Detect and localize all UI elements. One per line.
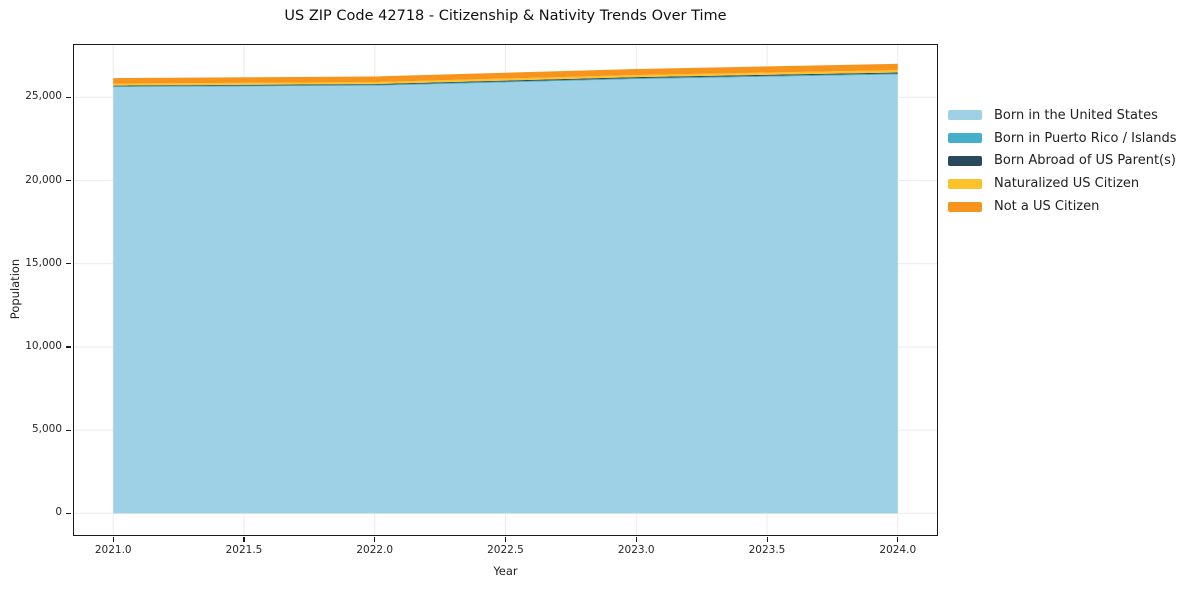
x-tick-label: 2022.0 — [356, 544, 394, 556]
legend-label: Born Abroad of US Parent(s) — [994, 153, 1176, 169]
x-tick-label: 2021.0 — [94, 544, 132, 556]
area-naturalized-us-citizen — [112, 69, 898, 86]
x-tick-label: 2021.5 — [225, 544, 263, 556]
y-tick-mark — [66, 429, 71, 431]
y-tick-label: 25,000 — [25, 90, 62, 103]
legend-swatch-icon — [948, 133, 982, 144]
area-born-in-the-united-states — [112, 73, 898, 513]
y-tick-label: 15,000 — [25, 256, 62, 269]
y-axis-label: Population — [8, 258, 22, 320]
x-tick-mark — [505, 536, 507, 542]
legend-swatch-icon — [948, 201, 982, 212]
stacked-area-chart — [73, 44, 937, 535]
legend-swatch-icon — [948, 155, 982, 166]
chart-title: US ZIP Code 42718 - Citizenship & Nativi… — [284, 8, 727, 24]
y-tick-label: 20,000 — [25, 173, 62, 186]
x-tick-mark — [112, 536, 114, 542]
y-tick-mark — [66, 96, 71, 99]
x-tick-label: 2024.0 — [879, 544, 917, 556]
x-tick-mark — [374, 536, 376, 542]
legend-item-naturalized-us-citizen: Naturalized US Citizen — [948, 172, 1177, 195]
y-tick-mark — [66, 346, 71, 348]
y-tick-mark — [66, 263, 71, 265]
legend-item-born-abroad-of-us-parent-s: Born Abroad of US Parent(s) — [948, 150, 1177, 173]
x-tick-mark — [243, 536, 245, 542]
y-tick-label: 0 — [55, 506, 62, 519]
y-tick-label: 5,000 — [31, 423, 62, 436]
x-axis-label: Year — [493, 564, 518, 578]
area-not-a-us-citizen — [112, 63, 898, 84]
legend-item-born-in-puerto-rico-islands: Born in Puerto Rico / Islands — [948, 127, 1177, 150]
legend-swatch-icon — [948, 110, 982, 121]
x-tick-label: 2023.0 — [617, 544, 655, 556]
x-tick-mark — [766, 536, 768, 542]
legend-label: Not a US Citizen — [994, 199, 1100, 215]
legend-item-not-a-us-citizen: Not a US Citizen — [948, 195, 1177, 218]
x-tick-label: 2023.5 — [748, 544, 786, 556]
legend: Born in the United States Born in Puerto … — [948, 104, 1177, 218]
legend-label: Naturalized US Citizen — [994, 176, 1140, 192]
x-tick-mark — [635, 536, 637, 542]
x-tick-label: 2022.5 — [487, 544, 524, 556]
legend-label: Born in the United States — [994, 107, 1158, 123]
y-tick-label: 10,000 — [25, 339, 62, 352]
x-tick-mark — [897, 536, 899, 542]
legend-label: Born in Puerto Rico / Islands — [994, 130, 1177, 146]
legend-swatch-icon — [948, 178, 982, 189]
y-tick-mark — [66, 512, 71, 515]
plot-area — [72, 43, 938, 536]
y-tick-mark — [66, 180, 71, 182]
legend-item-born-in-the-united-states: Born in the United States — [948, 104, 1177, 127]
